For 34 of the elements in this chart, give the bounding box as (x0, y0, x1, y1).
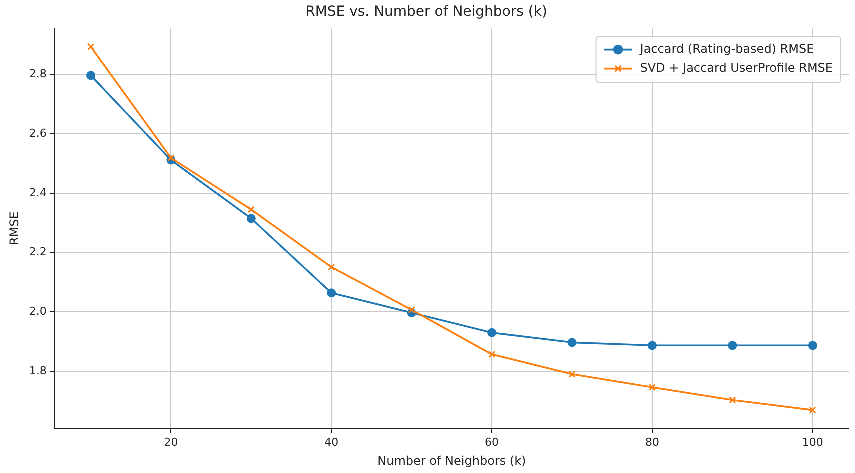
point (488, 350, 496, 358)
y-tick-label: 2.2 (29, 246, 47, 259)
x-tick-label: 20 (164, 436, 178, 449)
point (729, 396, 736, 404)
point (246, 214, 256, 224)
point (809, 406, 816, 414)
point (728, 341, 738, 350)
point (648, 384, 656, 392)
point (488, 328, 497, 338)
x-tick-label: 80 (645, 436, 660, 449)
x-tick-label: 40 (324, 436, 339, 449)
point (408, 306, 416, 314)
point (648, 341, 657, 350)
chart-title: RMSE vs. Number of Neighbors (k) (306, 4, 548, 20)
y-tick-label: 2.0 (29, 304, 47, 318)
point (168, 154, 175, 162)
point (327, 288, 336, 298)
y-tick-label: 2.8 (29, 68, 47, 81)
y-axis-title: RMSE (7, 212, 22, 246)
point (808, 341, 818, 350)
point (86, 71, 96, 80)
x-tick-label: 100 (802, 436, 824, 449)
legend-label: SVD + Jaccard UserProfile RMSE (640, 60, 834, 75)
y-tick-label: 1.8 (29, 364, 47, 378)
point (568, 338, 577, 348)
y-tick-label: 2.6 (29, 126, 47, 140)
y-tick-label: 2.4 (29, 186, 47, 200)
point (568, 370, 576, 378)
point (248, 206, 255, 214)
legend-label: Jaccard (Rating-based) RMSE (639, 42, 814, 56)
point (87, 43, 95, 50)
x-axis-title: Number of Neighbors (k) (378, 454, 526, 468)
x-tick-label: 60 (485, 436, 500, 449)
point (328, 264, 336, 271)
